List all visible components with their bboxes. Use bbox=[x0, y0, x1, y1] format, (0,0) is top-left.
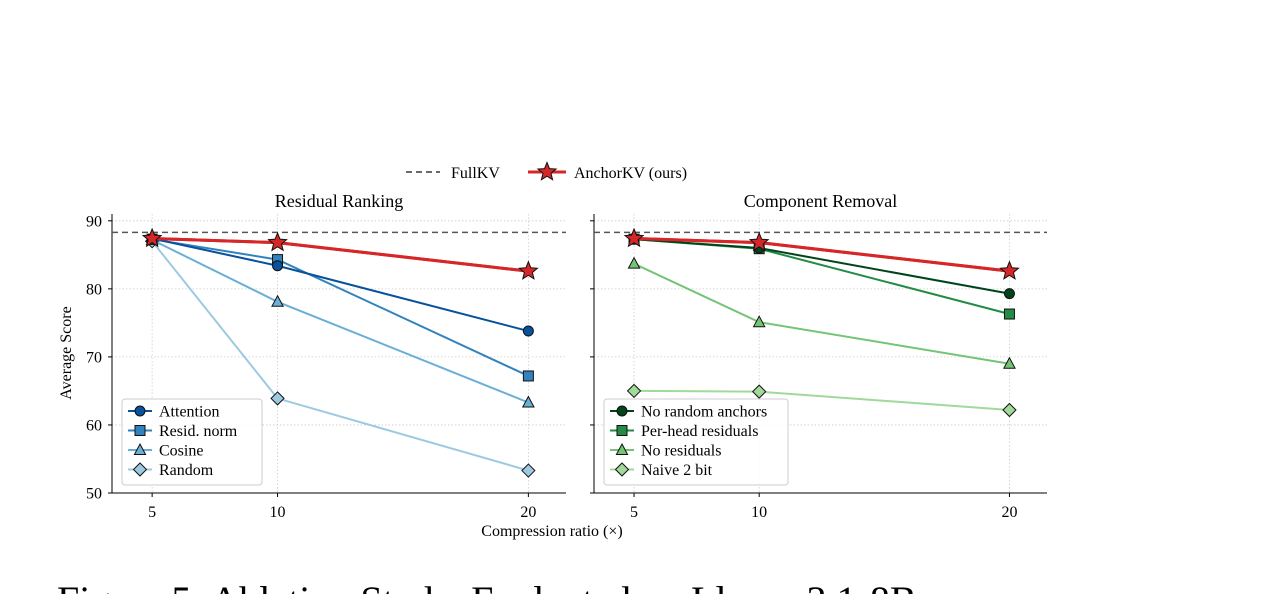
legend-label: FullKV bbox=[451, 165, 500, 182]
panel-component-removal: 5 10 20 Component Removal No random anchors P… bbox=[590, 191, 1047, 521]
data-point bbox=[626, 383, 642, 399]
legend-item-anchorkv: AnchorKV (ours) bbox=[528, 161, 687, 182]
legend-box bbox=[603, 398, 789, 486]
y-axis-label: Average Score bbox=[58, 306, 75, 399]
legend-item: Cosine bbox=[128, 443, 203, 460]
panel-legend: Attention Resid. norm Cosine Random bbox=[121, 398, 263, 486]
series-line bbox=[152, 237, 529, 273]
data-point bbox=[1002, 402, 1017, 418]
legend-item: No random anchors bbox=[610, 404, 767, 421]
x-tick-label: 20 bbox=[1001, 504, 1017, 521]
legend-marker bbox=[616, 405, 628, 417]
legend-item: Per-head residuals bbox=[610, 423, 758, 440]
legend-marker bbox=[536, 161, 558, 181]
series-line bbox=[152, 237, 529, 273]
figure-caption: Figure 5: Ablation Study. Evaluated on L… bbox=[57, 578, 917, 594]
x-axis-label: Compression ratio (×) bbox=[481, 523, 622, 540]
legend-label: No random anchors bbox=[641, 404, 767, 421]
data-point bbox=[272, 260, 284, 272]
data-point bbox=[748, 231, 770, 252]
legend-marker bbox=[614, 462, 630, 477]
data-point bbox=[522, 370, 534, 382]
legend-marker bbox=[615, 442, 629, 455]
data-point bbox=[627, 256, 641, 269]
series-cosine bbox=[145, 232, 535, 408]
x-tick-label: 10 bbox=[751, 504, 767, 521]
legend-item: Attention bbox=[128, 404, 219, 421]
series-line bbox=[633, 238, 1010, 295]
legend-marker bbox=[134, 425, 146, 436]
panel-title: Residual Ranking bbox=[275, 191, 404, 211]
data-point bbox=[752, 315, 766, 328]
data-point bbox=[1003, 356, 1016, 369]
legend-marker bbox=[133, 442, 147, 455]
legend-item: No residuals bbox=[610, 443, 721, 460]
legend-label: Per-head residuals bbox=[641, 423, 758, 440]
data-point bbox=[1003, 288, 1015, 300]
data-point bbox=[518, 260, 539, 280]
legend-box bbox=[121, 398, 263, 486]
legend-item: Random bbox=[128, 462, 214, 479]
legend-label: Cosine bbox=[159, 443, 203, 460]
panel-legend: No random anchors Per-head residuals No re… bbox=[603, 398, 789, 486]
data-point bbox=[999, 260, 1020, 280]
legend-label: No residuals bbox=[641, 443, 721, 460]
data-point bbox=[521, 395, 535, 408]
series-line bbox=[151, 238, 529, 377]
data-point bbox=[270, 391, 285, 406]
data-point bbox=[141, 227, 163, 248]
data-point bbox=[521, 463, 536, 478]
legend-marker bbox=[132, 462, 148, 477]
data-point bbox=[522, 325, 534, 337]
data-point bbox=[751, 384, 767, 399]
series-anchorkv-top bbox=[141, 227, 539, 280]
legend-marker bbox=[134, 405, 146, 417]
legend-label: Resid. norm bbox=[159, 423, 238, 440]
legend-item: Naive 2 bit bbox=[610, 462, 713, 479]
legend-item: Resid. norm bbox=[128, 423, 238, 440]
legend-marker bbox=[616, 425, 628, 436]
legend-label: Random bbox=[159, 462, 214, 479]
y-tick-label: 60 bbox=[86, 417, 102, 434]
panel-title: Component Removal bbox=[744, 191, 897, 211]
series-anchorkv-top bbox=[623, 227, 1020, 280]
data-point bbox=[623, 227, 645, 248]
legend-label: AnchorKV (ours) bbox=[574, 165, 687, 182]
data-point bbox=[1003, 308, 1015, 320]
x-tick-label: 5 bbox=[630, 504, 638, 521]
series-no-residuals bbox=[627, 256, 1016, 369]
y-tick-label: 90 bbox=[86, 213, 102, 230]
x-tick-label: 20 bbox=[520, 504, 536, 521]
y-tick-label: 80 bbox=[86, 281, 102, 298]
top-legend: FullKV AnchorKV (ours) bbox=[406, 161, 687, 182]
x-tick-label: 10 bbox=[270, 504, 286, 521]
y-tick-label: 50 bbox=[86, 486, 102, 503]
legend-label: Attention bbox=[159, 404, 219, 421]
series-line bbox=[633, 262, 1010, 365]
series-per-head-residuals bbox=[628, 233, 1015, 320]
x-tick-label: 5 bbox=[148, 504, 156, 521]
y-tick-label: 70 bbox=[86, 349, 102, 366]
series-naive-2-bit bbox=[626, 383, 1017, 418]
panel-residual-ranking: 5 10 20 50 60 70 80 90 Residual Ranking Attention… bbox=[86, 191, 566, 521]
data-point bbox=[271, 294, 284, 307]
series-anchorkv-ours bbox=[152, 237, 529, 273]
legend-item-fullkv: FullKV bbox=[406, 165, 500, 182]
data-point bbox=[267, 231, 288, 252]
series-line bbox=[151, 237, 529, 333]
legend-label: Naive 2 bit bbox=[641, 462, 713, 479]
